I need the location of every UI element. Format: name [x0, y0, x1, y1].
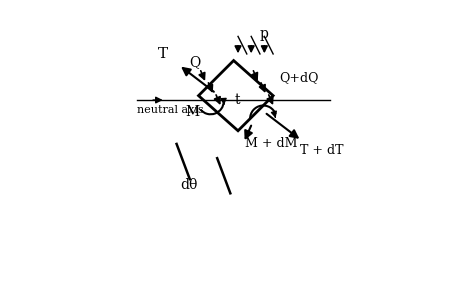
Text: M + dM: M + dM	[245, 137, 297, 150]
Text: p: p	[260, 27, 269, 41]
Text: neutral axis: neutral axis	[137, 105, 204, 115]
Text: Q: Q	[190, 55, 201, 69]
Text: Q+dQ: Q+dQ	[280, 72, 319, 85]
Text: t: t	[234, 93, 240, 107]
Text: T: T	[158, 47, 168, 61]
Text: T + dT: T + dT	[300, 144, 343, 157]
Text: dθ: dθ	[180, 178, 197, 192]
Text: M: M	[185, 105, 199, 119]
